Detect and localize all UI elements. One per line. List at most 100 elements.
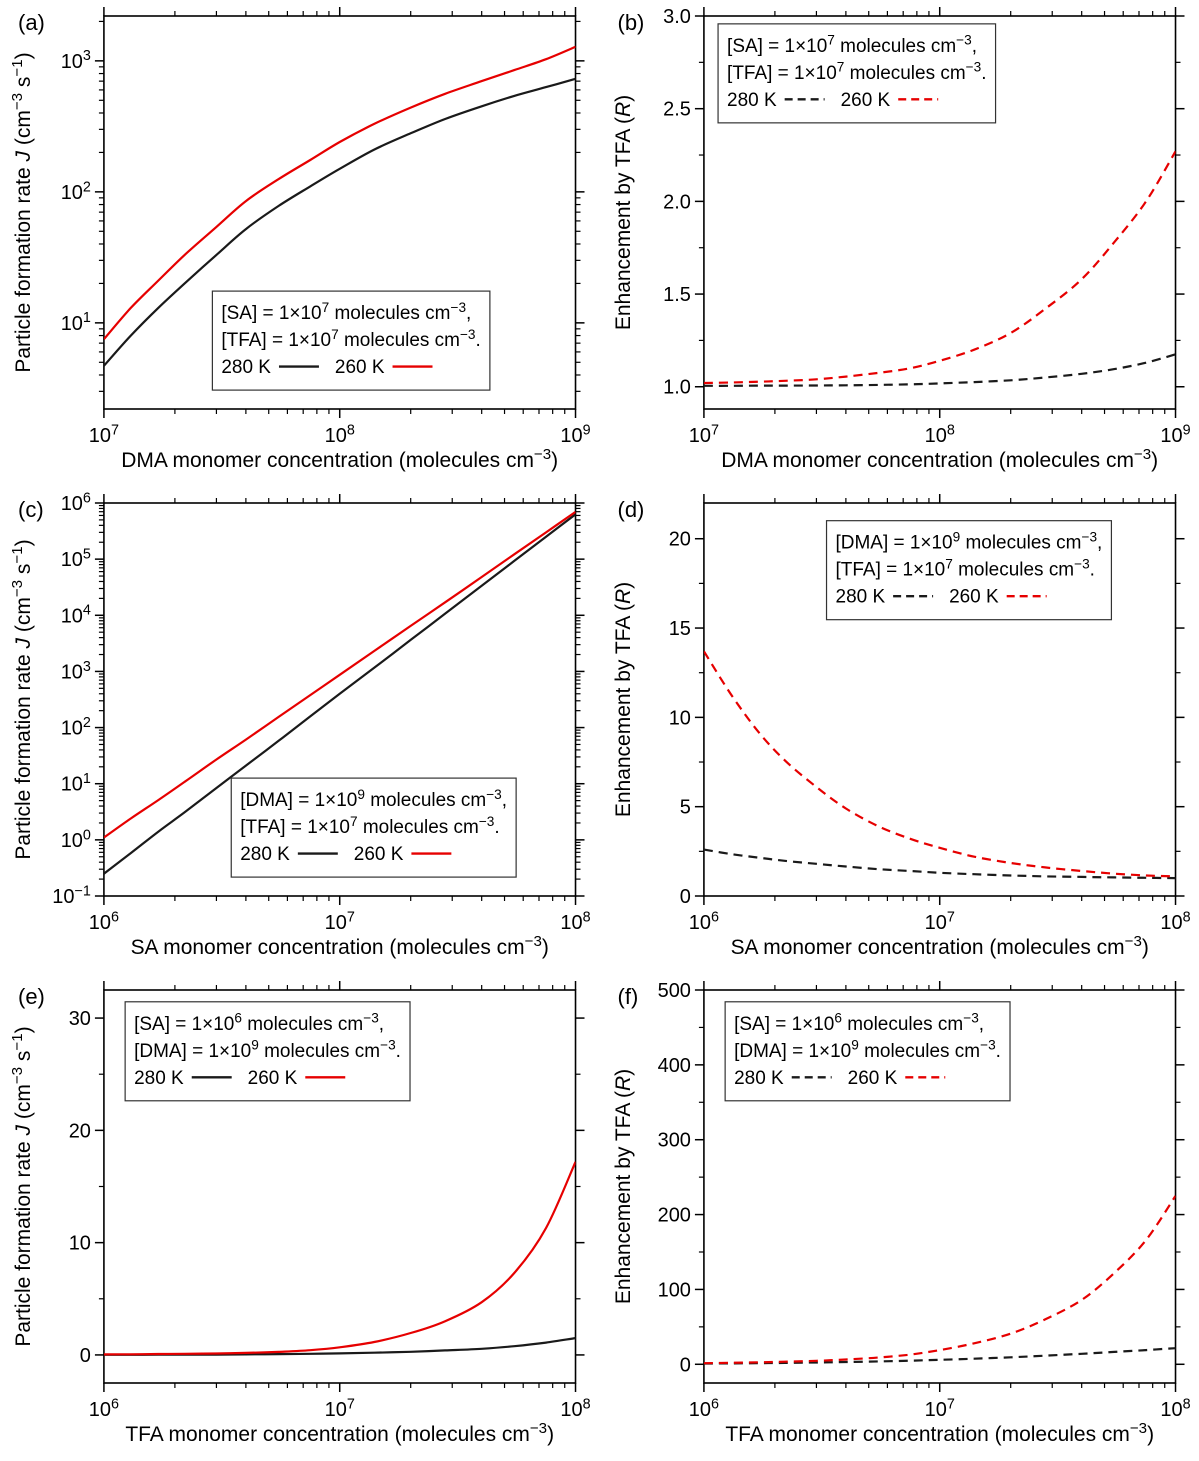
panel-c-plot: 106 107 108 10−1 100 101 102 103 104 105 106 SA mon…	[9, 490, 591, 959]
svg-text:[DMA] = 1×109 molecules cm−3,: [DMA] = 1×109 molecules cm−3,	[835, 529, 1102, 553]
panel-c: (c) 106 107 108 10−1 100 101 102 103 104 105 106 SA…	[0, 487, 600, 974]
panel-b-plot: 107 108 109 1.0 1.5 2.0 2.5 3.0 DMA monomer conc…	[611, 6, 1190, 472]
svg-text:260 K: 260 K	[248, 1068, 298, 1089]
svg-text:3.0: 3.0	[663, 6, 691, 28]
svg-text:2.0: 2.0	[663, 191, 691, 213]
svg-text:TFA monomer concentration (mol: TFA monomer concentration (molecules cm−…	[725, 1420, 1154, 1446]
svg-text:5: 5	[679, 797, 690, 819]
svg-text:280 K: 280 K	[727, 90, 777, 111]
svg-text:200: 200	[657, 1205, 690, 1227]
svg-text:106: 106	[89, 909, 119, 934]
svg-text:107: 107	[325, 909, 355, 934]
svg-text:109: 109	[560, 422, 590, 447]
svg-text:[SA] = 1×106 molecules cm−3,: [SA] = 1×106 molecules cm−3,	[134, 1011, 384, 1035]
panel-d: (d) 106 107 108 0 5 10 15 20 SA monomer concentr…	[600, 487, 1199, 974]
panel-f: (f) 106 107 108 0 100 200 300 400 500 TFA monomer…	[600, 974, 1199, 1461]
svg-text:10: 10	[69, 1233, 91, 1255]
svg-text:20: 20	[69, 1120, 91, 1142]
svg-text:10−1: 10−1	[52, 883, 91, 908]
svg-text:[TFA] = 1×107 molecules cm−3.: [TFA] = 1×107 molecules cm−3.	[221, 327, 480, 351]
svg-text:260 K: 260 K	[335, 357, 385, 378]
svg-text:108: 108	[924, 422, 954, 447]
svg-text:107: 107	[924, 1396, 954, 1421]
svg-text:280 K: 280 K	[134, 1068, 184, 1089]
svg-text:[TFA] = 1×107 molecules cm−3.: [TFA] = 1×107 molecules cm−3.	[727, 60, 986, 84]
svg-text:SA monomer concentration (mole: SA monomer concentration (molecules cm−3…	[131, 933, 549, 959]
svg-text:500: 500	[657, 980, 690, 1002]
svg-text:1.5: 1.5	[663, 284, 691, 306]
panel-b: (b) 107 108 109 1.0 1.5 2.0 2.5 3.0 DMA monomer …	[600, 0, 1199, 487]
svg-text:Particle formation rate J (cm−: Particle formation rate J (cm−3 s−1)	[9, 1026, 35, 1346]
svg-text:TFA monomer concentration (mol: TFA monomer concentration (molecules cm−…	[125, 1420, 554, 1446]
svg-text:30: 30	[69, 1008, 91, 1030]
svg-text:102: 102	[61, 715, 91, 740]
svg-text:[DMA] = 1×109 molecules cm−3.: [DMA] = 1×109 molecules cm−3.	[134, 1038, 401, 1062]
svg-text:[SA] = 1×107 molecules cm−3,: [SA] = 1×107 molecules cm−3,	[727, 33, 977, 57]
svg-text:Enhancement by TFA (R): Enhancement by TFA (R)	[611, 1069, 634, 1304]
svg-text:100: 100	[657, 1279, 690, 1301]
svg-text:DMA monomer concentration (mol: DMA monomer concentration (molecules cm−…	[121, 446, 558, 472]
svg-text:0: 0	[679, 1354, 690, 1376]
svg-text:280 K: 280 K	[835, 587, 885, 608]
panel-e-plot: 106 107 108 0 10 20 30 TFA monomer concentratio…	[9, 981, 591, 1446]
panel-label-d: (d)	[617, 497, 645, 522]
svg-text:15: 15	[668, 618, 690, 640]
panel-label-a: (a)	[18, 10, 45, 35]
panel-a-plot: 107 108 109 101 102 103 DMA monomer concentrat…	[9, 7, 591, 472]
svg-text:107: 107	[89, 422, 119, 447]
svg-text:102: 102	[61, 179, 91, 204]
svg-text:107: 107	[924, 909, 954, 934]
svg-text:2.5: 2.5	[663, 99, 691, 121]
svg-text:[TFA] = 1×107 molecules cm−3.: [TFA] = 1×107 molecules cm−3.	[835, 556, 1094, 580]
svg-text:101: 101	[61, 771, 91, 796]
panel-e: (e) 106 107 108 0 10 20 30 TFA monomer concentr…	[0, 974, 600, 1461]
svg-text:106: 106	[61, 490, 91, 515]
svg-text:108: 108	[1160, 1396, 1190, 1421]
svg-text:280 K: 280 K	[240, 844, 290, 865]
svg-text:106: 106	[688, 909, 718, 934]
svg-text:[DMA] = 1×109 molecules cm−3.: [DMA] = 1×109 molecules cm−3.	[734, 1038, 1001, 1062]
svg-text:107: 107	[325, 1396, 355, 1421]
svg-text:109: 109	[1160, 422, 1190, 447]
svg-text:106: 106	[89, 1396, 119, 1421]
svg-text:108: 108	[325, 422, 355, 447]
panel-label-b: (b)	[617, 10, 645, 35]
svg-text:1.0: 1.0	[663, 377, 691, 399]
svg-text:[SA] = 1×107 molecules cm−3,: [SA] = 1×107 molecules cm−3,	[221, 300, 471, 324]
svg-text:103: 103	[61, 659, 91, 684]
svg-text:Particle formation rate J (cm−: Particle formation rate J (cm−3 s−1)	[9, 52, 35, 372]
svg-text:105: 105	[61, 547, 91, 572]
svg-text:0: 0	[80, 1345, 91, 1367]
svg-text:300: 300	[657, 1130, 690, 1152]
svg-text:280 K: 280 K	[734, 1068, 784, 1089]
svg-text:260 K: 260 K	[840, 90, 890, 111]
svg-text:103: 103	[61, 48, 91, 73]
panel-a: (a) 107 108 109 101 102 103 DMA monomer concen…	[0, 0, 600, 487]
svg-text:20: 20	[668, 529, 690, 551]
panel-label-e: (e)	[18, 984, 45, 1009]
svg-text:260 K: 260 K	[847, 1068, 897, 1089]
svg-text:106: 106	[688, 1396, 718, 1421]
panel-label-c: (c)	[18, 497, 44, 522]
svg-text:Enhancement by TFA (R): Enhancement by TFA (R)	[611, 95, 634, 330]
panel-label-f: (f)	[617, 984, 639, 1009]
svg-text:107: 107	[688, 422, 718, 447]
svg-text:[DMA] = 1×109 molecules cm−3,: [DMA] = 1×109 molecules cm−3,	[240, 787, 507, 811]
panel-d-plot: 106 107 108 0 5 10 15 20 SA monomer concentratio…	[611, 494, 1190, 959]
svg-text:101: 101	[61, 310, 91, 335]
svg-text:DMA monomer concentration (mol: DMA monomer concentration (molecules cm−…	[721, 446, 1158, 472]
svg-text:Particle formation rate J (cm−: Particle formation rate J (cm−3 s−1)	[9, 539, 35, 859]
svg-text:Enhancement by TFA (R): Enhancement by TFA (R)	[611, 582, 634, 817]
panel-f-plot: 106 107 108 0 100 200 300 400 500 TFA monomer con…	[611, 980, 1190, 1446]
svg-text:10: 10	[668, 707, 690, 729]
svg-text:108: 108	[1160, 909, 1190, 934]
svg-text:100: 100	[61, 827, 91, 852]
svg-text:260 K: 260 K	[354, 844, 404, 865]
svg-text:280 K: 280 K	[221, 357, 271, 378]
svg-text:108: 108	[560, 1396, 590, 1421]
svg-text:260 K: 260 K	[949, 587, 999, 608]
svg-text:[SA] = 1×106 molecules cm−3,: [SA] = 1×106 molecules cm−3,	[734, 1011, 984, 1035]
svg-text:108: 108	[560, 909, 590, 934]
svg-text:[TFA] = 1×107 molecules cm−3.: [TFA] = 1×107 molecules cm−3.	[240, 814, 499, 838]
